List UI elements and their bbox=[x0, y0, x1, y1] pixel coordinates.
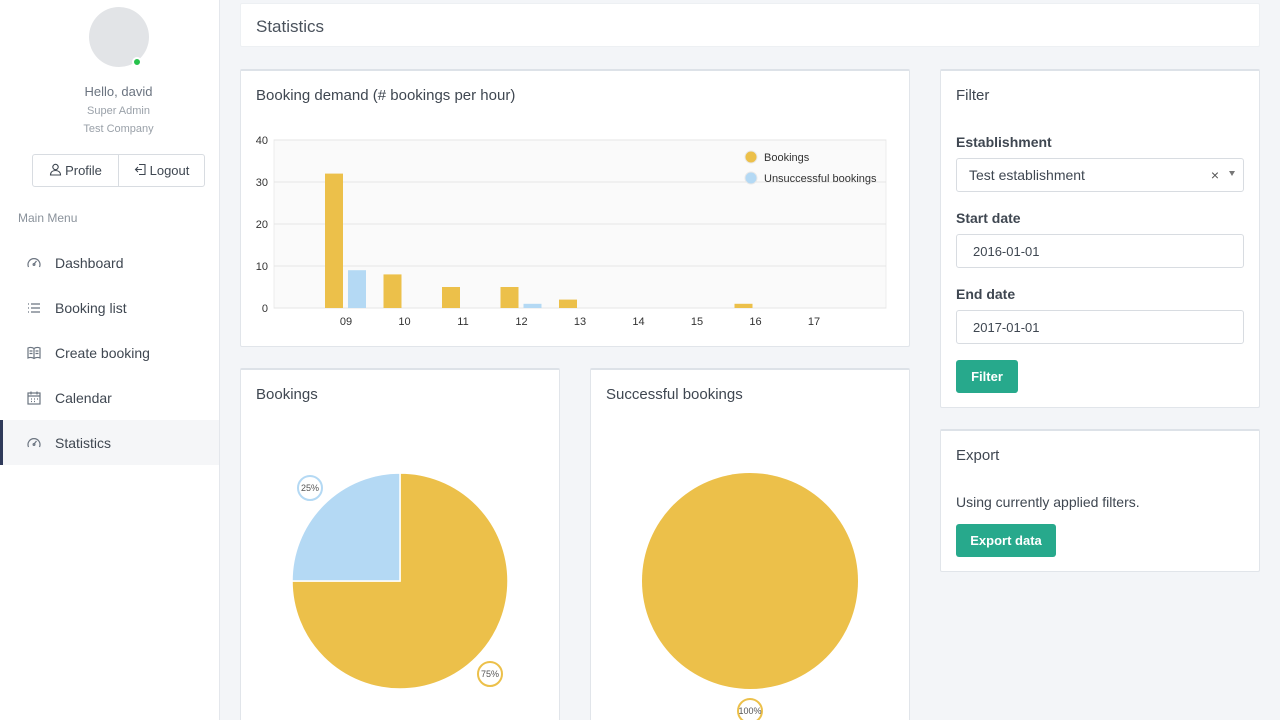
page-title: Statistics bbox=[256, 17, 325, 36]
gauge-icon bbox=[25, 434, 43, 452]
bookings-pie-chart: 75% 25% bbox=[291, 472, 509, 690]
profile-button-label: Profile bbox=[65, 163, 102, 178]
panel-title: Export bbox=[956, 447, 1000, 464]
menu-title: Main Menu bbox=[18, 211, 78, 225]
pie-slice bbox=[291, 472, 401, 582]
panel-title: Booking demand (# bookings per hour) bbox=[256, 87, 516, 104]
filter-button[interactable]: Filter bbox=[956, 360, 1018, 393]
sidebar-item-create-booking[interactable]: Create booking bbox=[0, 330, 219, 375]
panel-title: Successful bookings bbox=[606, 386, 743, 403]
pie-slice bbox=[291, 472, 509, 690]
account-button-group: Profile Logout bbox=[32, 154, 205, 187]
user-company: Test Company bbox=[83, 123, 154, 135]
end-date-input[interactable]: 2017-01-01 bbox=[956, 310, 1244, 344]
sidebar-item-dashboard[interactable]: Dashboard bbox=[0, 240, 219, 285]
bar-bookings bbox=[734, 303, 753, 308]
booking-demand-panel: Booking demand (# bookings per hour) 0 10… bbox=[240, 69, 910, 347]
sidebar-item-label: Dashboard bbox=[55, 254, 124, 271]
sidebar-item-label: Calendar bbox=[55, 389, 112, 406]
pie-label: 100% bbox=[738, 706, 761, 716]
x-tick-label: 09 bbox=[340, 316, 352, 328]
logout-icon bbox=[134, 163, 147, 179]
y-tick-label: 10 bbox=[256, 261, 268, 273]
successful-bookings-panel: Successful bookings 100% bbox=[590, 368, 910, 720]
y-tick-label: 30 bbox=[256, 177, 268, 189]
x-tick-label: 14 bbox=[632, 316, 644, 328]
pie-slice bbox=[642, 473, 858, 689]
clear-icon[interactable]: × bbox=[1210, 167, 1219, 183]
online-status-dot bbox=[132, 57, 142, 67]
user-role: Super Admin bbox=[87, 105, 150, 117]
legend-label: Bookings bbox=[764, 152, 810, 164]
x-tick-label: 16 bbox=[749, 316, 761, 328]
legend-label: Unsuccessful bookings bbox=[764, 173, 877, 185]
pie-label-badge bbox=[737, 698, 763, 720]
sidebar-item-statistics[interactable]: Statistics bbox=[0, 420, 219, 465]
pie-label: 25% bbox=[301, 483, 319, 493]
gauge-icon bbox=[25, 254, 43, 272]
x-tick-label: 11 bbox=[457, 316, 468, 328]
sidebar-item-calendar[interactable]: Calendar bbox=[0, 375, 219, 420]
export-data-button[interactable]: Export data bbox=[956, 524, 1056, 557]
y-tick-label: 0 bbox=[262, 303, 268, 315]
successful-bookings-pie-chart: 100% bbox=[642, 473, 858, 720]
bar-bookings bbox=[383, 274, 402, 308]
establishment-label: Establishment bbox=[956, 134, 1052, 150]
x-tick-label: 10 bbox=[398, 316, 410, 328]
export-description: Using currently applied filters. bbox=[956, 494, 1140, 510]
profile-button[interactable]: Profile bbox=[33, 155, 118, 186]
x-tick-label: 17 bbox=[808, 316, 820, 328]
legend-swatch bbox=[744, 171, 758, 185]
sidebar-item-booking-list[interactable]: Booking list bbox=[0, 285, 219, 330]
list-icon bbox=[25, 299, 43, 317]
page-header: Statistics bbox=[240, 3, 1260, 47]
book-icon bbox=[25, 344, 43, 362]
start-date-label: Start date bbox=[956, 210, 1021, 226]
filter-panel: Filter Establishment Test establishment … bbox=[940, 69, 1260, 408]
booking-demand-chart: 0 10 20 30 40 09 10 11 12 13 14 15 16 17 Bookings Unsuc… bbox=[256, 135, 887, 328]
x-tick-label: 15 bbox=[691, 316, 703, 328]
main-menu: Dashboard Booking list Create booking Ca… bbox=[0, 240, 219, 465]
user-greeting: Hello, david bbox=[84, 84, 153, 99]
x-tick-label: 13 bbox=[574, 316, 586, 328]
bar-unsuccessful-bookings bbox=[348, 270, 366, 308]
bar-bookings bbox=[500, 287, 519, 308]
panel-title: Bookings bbox=[256, 386, 318, 403]
calendar-icon bbox=[25, 389, 43, 407]
panel-title: Filter bbox=[956, 87, 990, 104]
sidebar-item-label: Create booking bbox=[55, 344, 150, 361]
pie-label-badge bbox=[477, 661, 503, 687]
sidebar-item-label: Statistics bbox=[55, 434, 112, 451]
legend-swatch bbox=[744, 150, 758, 164]
sidebar: Hello, david Super Admin Test Company Pr… bbox=[0, 0, 220, 720]
start-date-input[interactable]: 2016-01-01 bbox=[956, 234, 1244, 268]
pie-label-badge bbox=[297, 475, 323, 501]
establishment-select[interactable]: Test establishment × bbox=[956, 158, 1244, 192]
establishment-value: Test establishment bbox=[969, 167, 1085, 183]
user-icon bbox=[49, 163, 62, 179]
export-panel: Export Using currently applied filters. … bbox=[940, 429, 1260, 572]
bookings-panel: Bookings 75% 25% bbox=[240, 368, 560, 720]
y-tick-label: 40 bbox=[256, 135, 268, 147]
x-tick-label: 12 bbox=[515, 316, 527, 328]
logout-button-label: Logout bbox=[149, 163, 190, 178]
logout-button[interactable]: Logout bbox=[118, 155, 204, 186]
end-date-label: End date bbox=[956, 286, 1016, 302]
chevron-down-icon[interactable] bbox=[1229, 171, 1235, 176]
bar-bookings bbox=[559, 299, 577, 308]
pie-label: 75% bbox=[481, 669, 499, 679]
bar-bookings bbox=[442, 287, 460, 308]
y-tick-label: 20 bbox=[256, 219, 268, 231]
sidebar-item-label: Booking list bbox=[55, 299, 127, 316]
bar-bookings bbox=[325, 173, 343, 308]
bar-unsuccessful-bookings bbox=[523, 303, 542, 308]
